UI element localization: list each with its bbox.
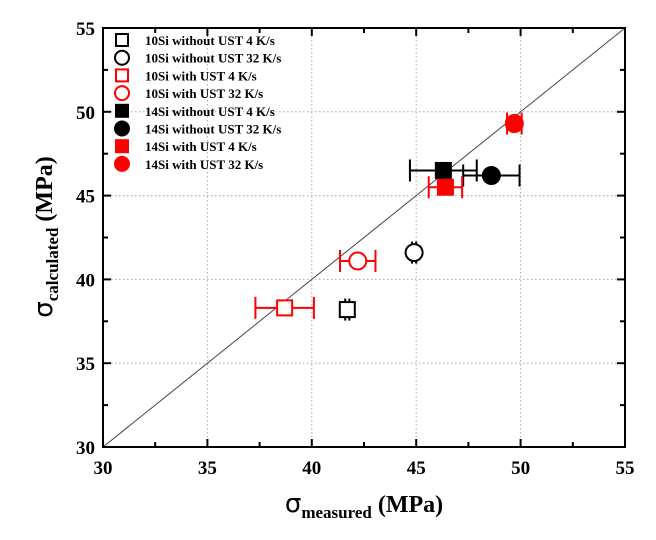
legend-item: 14Si with UST 32 K/s [114, 155, 263, 172]
legend-label: 10Si with UST 32 K/s [145, 86, 263, 101]
grid [103, 28, 625, 447]
data-point [404, 241, 424, 264]
marker-circle [114, 155, 130, 172]
marker-square [276, 299, 294, 317]
data-point [504, 112, 524, 135]
x-tick-label: 50 [511, 458, 530, 479]
marker-circle [114, 120, 130, 137]
y-tick-label: 35 [76, 354, 95, 375]
x-tick-label: 35 [198, 458, 217, 479]
data-point [338, 298, 356, 321]
legend-label: 14Si without UST 32 K/s [145, 122, 281, 137]
data-points [254, 112, 524, 321]
legend-item: 10Si with UST 4 K/s [115, 68, 257, 83]
data-point [462, 164, 521, 187]
x-axis-subscript: measured [301, 503, 372, 522]
legend-label: 14Si with UST 32 K/s [145, 157, 263, 172]
y-tick-label: 45 [76, 187, 95, 208]
legend-item: 14Si with UST 4 K/s [115, 139, 257, 154]
y-axis-subscript: calculated [43, 227, 62, 301]
marker-circle [404, 243, 424, 263]
plot-frame [102, 27, 626, 448]
legend-item: 14Si without UST 32 K/s [114, 120, 281, 137]
y-tick-label: 40 [76, 270, 95, 291]
x-tick-label: 55 [616, 458, 635, 479]
legend-item: 10Si with UST 32 K/s [114, 85, 263, 102]
legend-item: 10Si without UST 4 K/s [115, 33, 275, 48]
x-tick-labels: 30 35 40 45 50 55 [94, 458, 635, 479]
x-axis-symbol: σ [285, 489, 301, 519]
legend-label: 10Si without UST 4 K/s [145, 33, 275, 48]
legend-label: 14Si without UST 4 K/s [145, 104, 275, 119]
marker-circle [481, 165, 501, 185]
x-axis-title: σmeasured (MPa) [285, 489, 443, 522]
marker-square [115, 33, 129, 47]
legend-label: 10Si without UST 32 K/s [145, 51, 281, 66]
y-tick-label: 55 [76, 19, 95, 40]
x-tick-label: 45 [407, 458, 426, 479]
data-point [338, 249, 377, 272]
legend-item: 14Si without UST 4 K/s [115, 103, 275, 119]
reference-line [102, 27, 626, 448]
marker-square [436, 178, 454, 196]
marker-square [115, 68, 129, 83]
legend-label: 10Si with UST 4 K/s [145, 68, 257, 83]
y-tick-labels: 30 35 40 45 50 55 [76, 19, 95, 459]
legend-item: 10Si without UST 32 K/s [114, 49, 281, 66]
marker-square [434, 161, 452, 179]
marker-circle [114, 85, 130, 102]
marker-circle [114, 49, 130, 66]
y-axis-symbol: σ [29, 301, 59, 317]
marker-square [115, 103, 129, 118]
legend-label: 14Si with UST 4 K/s [145, 139, 257, 154]
marker-circle [348, 251, 368, 271]
y-tick-label: 50 [76, 103, 95, 124]
data-point [408, 159, 478, 182]
y-axis-title: σcalculated (MPa) [29, 156, 62, 317]
y-tick-label: 30 [76, 438, 95, 459]
data-point [254, 296, 315, 319]
marker-circle [504, 114, 524, 134]
x-tick-label: 40 [302, 458, 321, 479]
x-axis-unit: (MPa) [372, 492, 443, 518]
y-axis-unit: (MPa) [32, 156, 58, 227]
legend: 10Si without UST 4 K/s 10Si without UST 3… [114, 33, 281, 172]
marker-square [115, 139, 129, 154]
marker-square [338, 301, 356, 319]
x-tick-label: 30 [94, 458, 113, 479]
data-point [427, 176, 464, 199]
